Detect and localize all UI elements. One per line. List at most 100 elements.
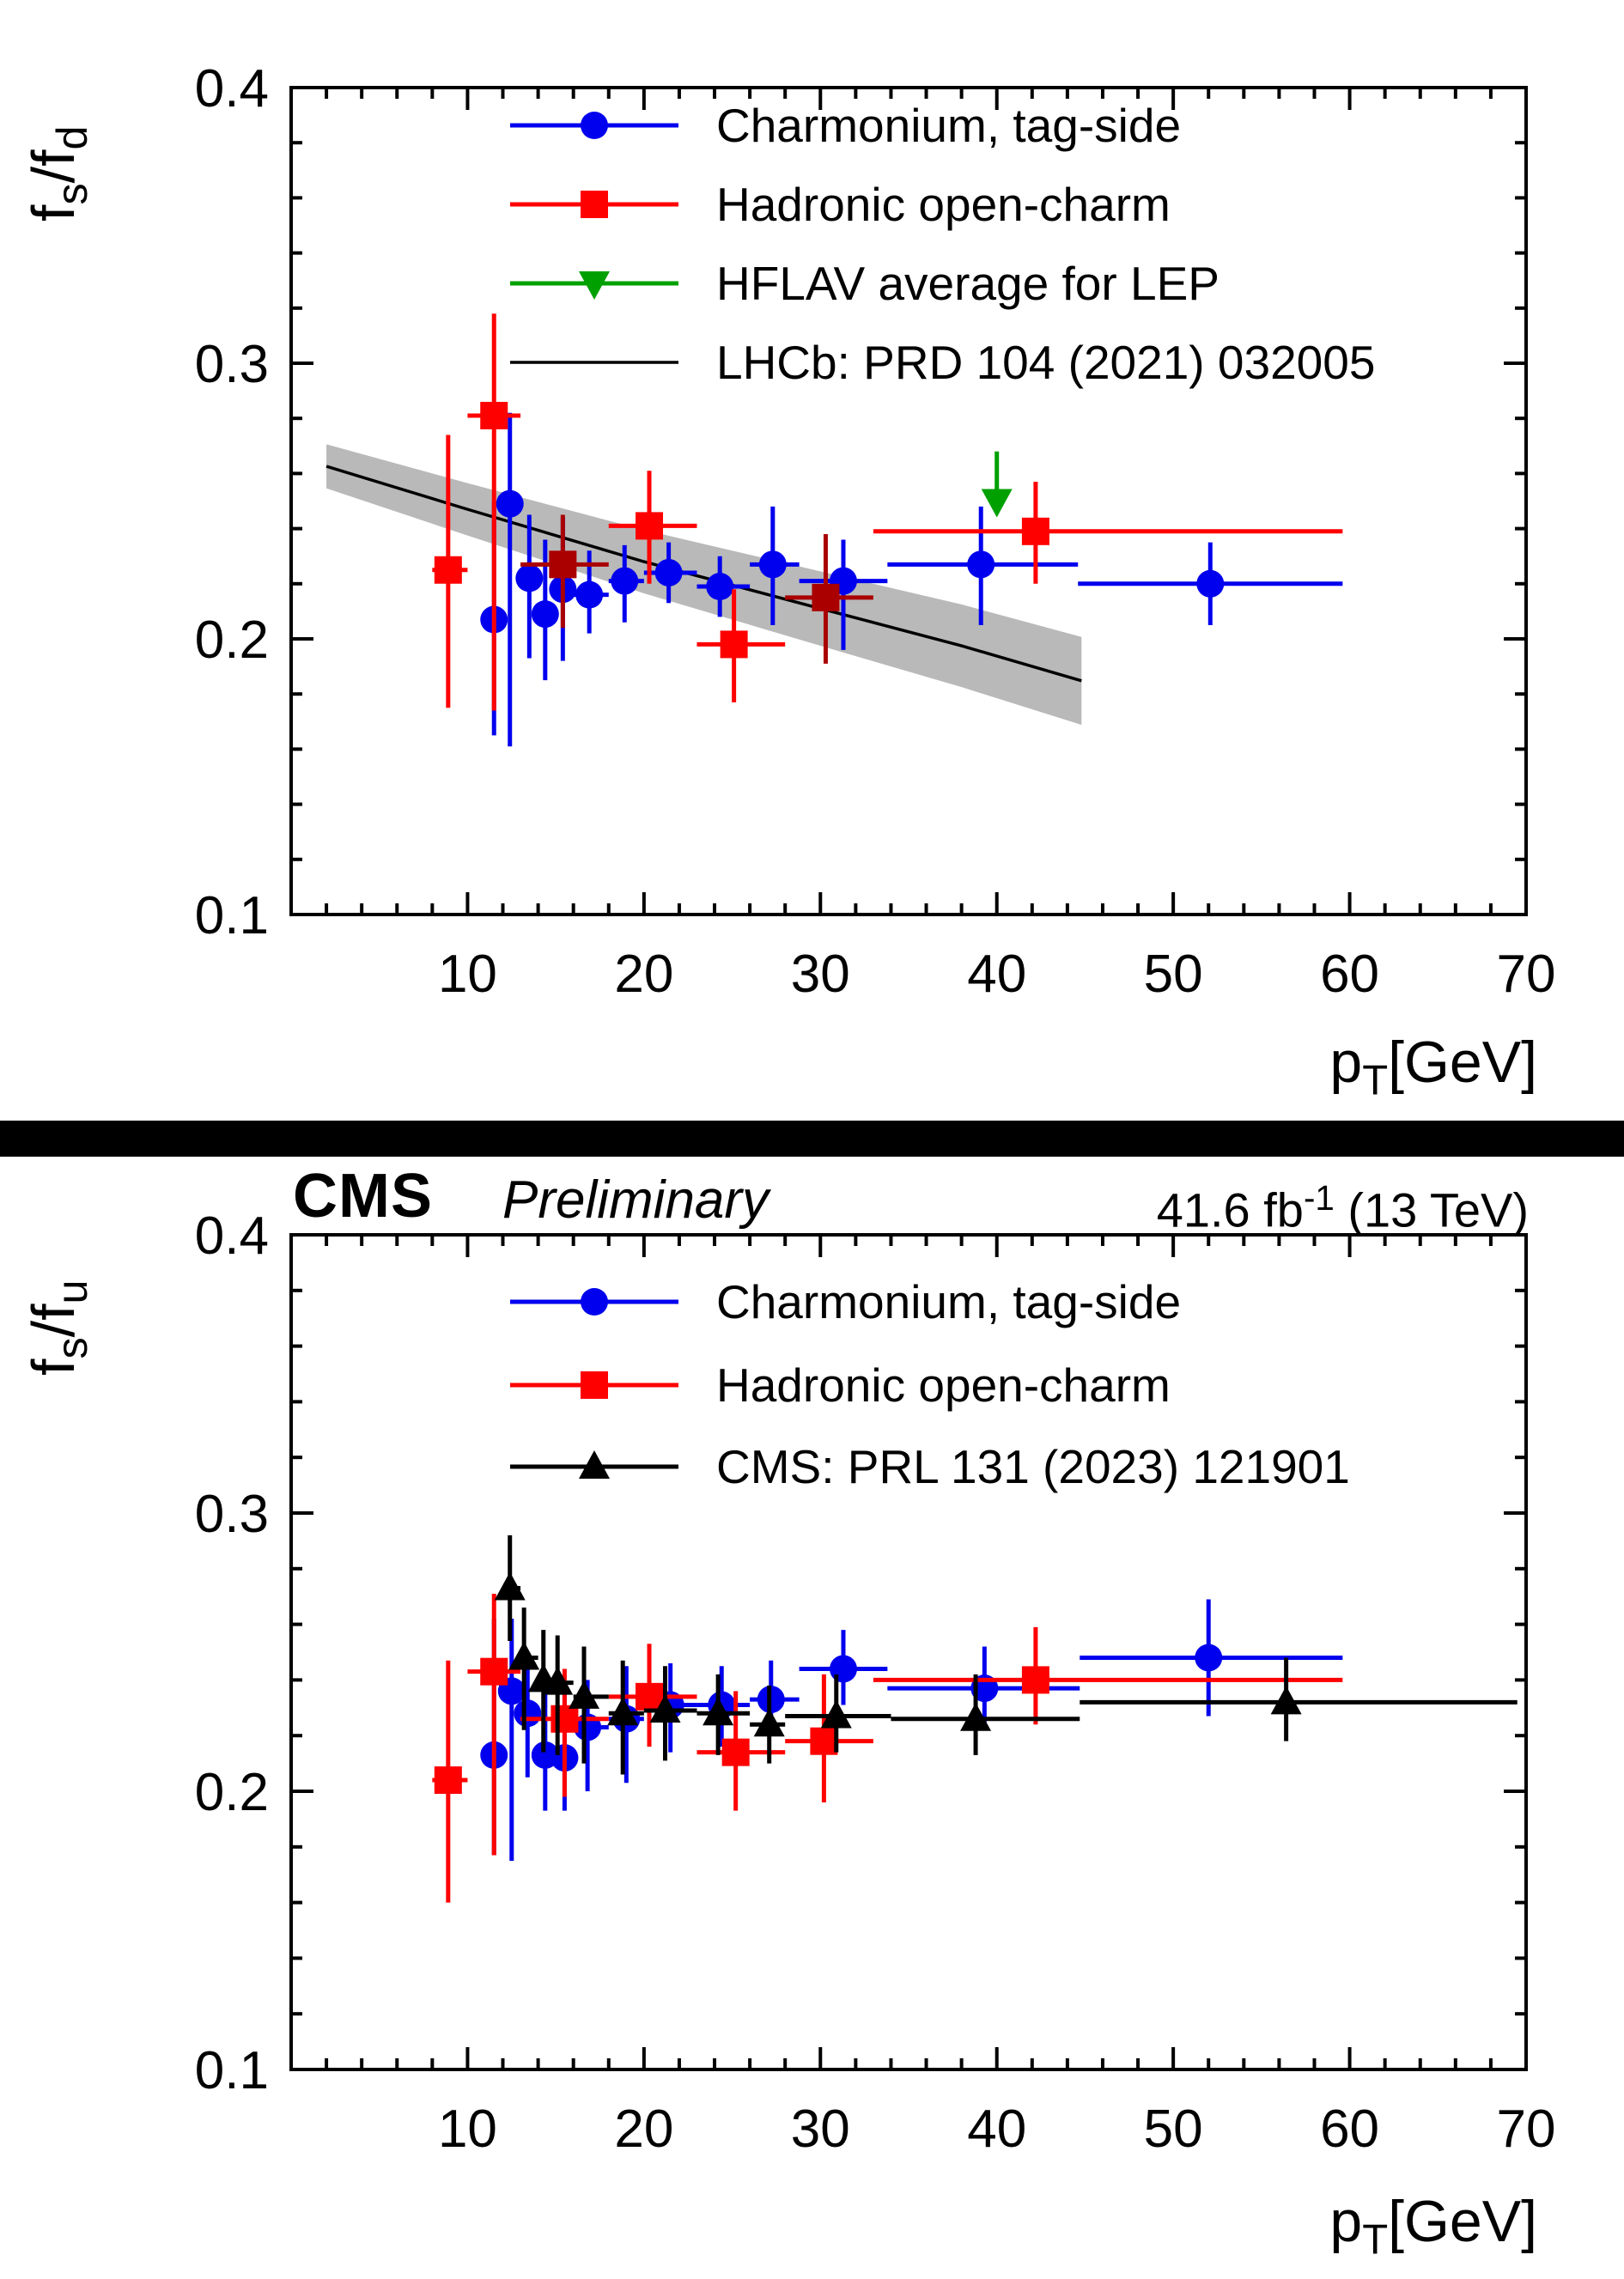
y-title-base: f xyxy=(20,204,87,222)
data-point-circle xyxy=(514,1699,542,1728)
data-point-square xyxy=(812,583,840,611)
legend-label: Hadronic open-charm xyxy=(716,178,1171,231)
x-axis-title-bottom: pT[GeV] xyxy=(1329,2188,1537,2264)
data-point-triangle-up xyxy=(569,1680,600,1709)
data-point-circle xyxy=(611,567,639,595)
y-tick-label: 0.2 xyxy=(195,1763,269,1822)
x-tick-label: 30 xyxy=(791,945,850,1004)
data-point-square xyxy=(1021,517,1049,545)
legend-marker xyxy=(581,1288,608,1316)
series-charmonium-tag-side xyxy=(480,412,1343,747)
x-tick-label: 60 xyxy=(1320,945,1379,1004)
y-title-sub: s xyxy=(47,183,96,205)
legend-marker-triangle-up-icon xyxy=(510,1450,678,1479)
lumi-energy: (13 TeV) xyxy=(1334,1182,1529,1237)
legend-label: LHCb: PRD 104 (2021) 032005 xyxy=(716,336,1376,389)
data-point-square xyxy=(636,512,664,540)
legend-label: Hadronic open-charm xyxy=(716,1358,1171,1412)
x-tick-label: 40 xyxy=(967,2100,1026,2159)
data-point-square xyxy=(434,556,462,584)
legend-label: Charmonium, tag-side xyxy=(716,99,1182,152)
legend-marker xyxy=(581,112,608,139)
data-point-triangle-up xyxy=(494,1571,526,1601)
x-tick-label: 30 xyxy=(791,2100,850,2159)
data-point-triangle-up xyxy=(508,1641,540,1670)
data-point-circle xyxy=(654,558,683,586)
y-tick-label: 0.4 xyxy=(195,59,269,119)
data-point-square xyxy=(721,1738,750,1766)
data-point-square xyxy=(810,1727,838,1755)
y-tick-label: 0.1 xyxy=(195,2041,269,2100)
y-tick-label: 0.2 xyxy=(195,611,269,670)
legend-item-hflav: HFLAV average for LEP xyxy=(508,258,1220,309)
x-title-unit: [GeV] xyxy=(1388,2189,1537,2254)
lumi-exponent: -1 xyxy=(1303,1178,1335,1218)
y-tick-label: 0.4 xyxy=(195,1206,269,1266)
legend-marker xyxy=(579,1450,610,1479)
x-title-base: p xyxy=(1329,2189,1363,2254)
data-point-triangle-down xyxy=(981,489,1013,518)
legend-item-opencharm-top: Hadronic open-charm xyxy=(508,179,1171,230)
legend-item-charmonium-top: Charmonium, tag-side xyxy=(508,100,1181,151)
data-point-triangle-up xyxy=(607,1697,639,1726)
legend-marker xyxy=(581,191,608,218)
legend-marker-circle-icon xyxy=(510,112,678,139)
legend-marker xyxy=(579,271,610,300)
legend-item-cms-prl: CMS: PRL 131 (2023) 121901 xyxy=(508,1441,1350,1492)
series-hflav-average-for-lep xyxy=(981,451,1013,518)
x-tick-label: 50 xyxy=(1144,945,1203,1004)
legend-item-opencharm-bottom: Hadronic open-charm xyxy=(508,1359,1171,1411)
legend-marker-line-icon xyxy=(510,361,678,364)
plot-frame xyxy=(289,1233,1528,2071)
data-point-square xyxy=(434,1766,462,1795)
legend-label: Charmonium, tag-side xyxy=(716,1275,1182,1328)
panel-fs-fu: 10 20 30 40 50 60 70 0.1 0.2 0.3 0.4 xyxy=(195,1206,1556,2159)
legend-marker xyxy=(581,1371,608,1399)
legend-label: HFLAV average for LEP xyxy=(716,257,1220,310)
y-title-sub: s xyxy=(47,1337,96,1359)
x-tick-label: 70 xyxy=(1497,945,1556,1004)
data-point-circle xyxy=(706,573,734,601)
x-title-base: p xyxy=(1329,1030,1363,1095)
series-cms-prl-131-2023-121901 xyxy=(494,1535,1518,1775)
cms-logo-text: CMS xyxy=(293,1162,433,1231)
data-point-square xyxy=(1021,1666,1049,1694)
x-tick-label: 10 xyxy=(438,2100,497,2159)
data-point-triangle-up xyxy=(1270,1686,1302,1715)
lumi-value: 41.6 fb xyxy=(1156,1182,1304,1237)
y-title-base: /f xyxy=(20,149,87,184)
data-point-circle xyxy=(575,580,604,609)
legend-marker-triangle-down-icon xyxy=(510,271,678,300)
legend-item-lhcb: LHCb: PRD 104 (2021) 032005 xyxy=(508,337,1375,388)
y-tick-label: 0.3 xyxy=(195,1485,269,1544)
y-title-base: /f xyxy=(20,1304,87,1338)
data-point-triangle-up xyxy=(753,1708,785,1737)
legend-marker-square-icon xyxy=(510,1371,678,1399)
x-title-sub: T xyxy=(1362,1057,1389,1104)
data-point-circle xyxy=(1196,569,1225,598)
preliminary-label: Preliminary xyxy=(502,1170,769,1230)
data-point-circle xyxy=(515,564,544,593)
x-tick-label: 20 xyxy=(614,2100,673,2159)
x-tick-label: 10 xyxy=(438,945,497,1004)
panel-separator xyxy=(0,1121,1624,1157)
legend-marker-circle-icon xyxy=(510,1288,678,1316)
x-tick-label: 50 xyxy=(1144,2100,1203,2159)
data-point-triangle-up xyxy=(542,1666,574,1695)
data-point-circle xyxy=(531,600,559,629)
data-point-circle xyxy=(829,1655,857,1683)
series-hadronic-open-charm xyxy=(432,1593,1343,1903)
legend-label: CMS: PRL 131 (2023) 121901 xyxy=(716,1440,1350,1493)
data-point-triangle-up xyxy=(703,1697,734,1726)
data-point-square xyxy=(480,401,508,429)
x-tick-label: 20 xyxy=(614,945,673,1004)
series-hadronic-open-charm xyxy=(432,313,1343,711)
plot-frame xyxy=(289,86,1528,916)
data-point-circle xyxy=(967,550,995,579)
x-title-unit: [GeV] xyxy=(1388,1030,1537,1095)
y-tick-label: 0.3 xyxy=(195,335,269,394)
y-title-sub: u xyxy=(47,1279,96,1304)
data-point-square xyxy=(720,630,748,659)
